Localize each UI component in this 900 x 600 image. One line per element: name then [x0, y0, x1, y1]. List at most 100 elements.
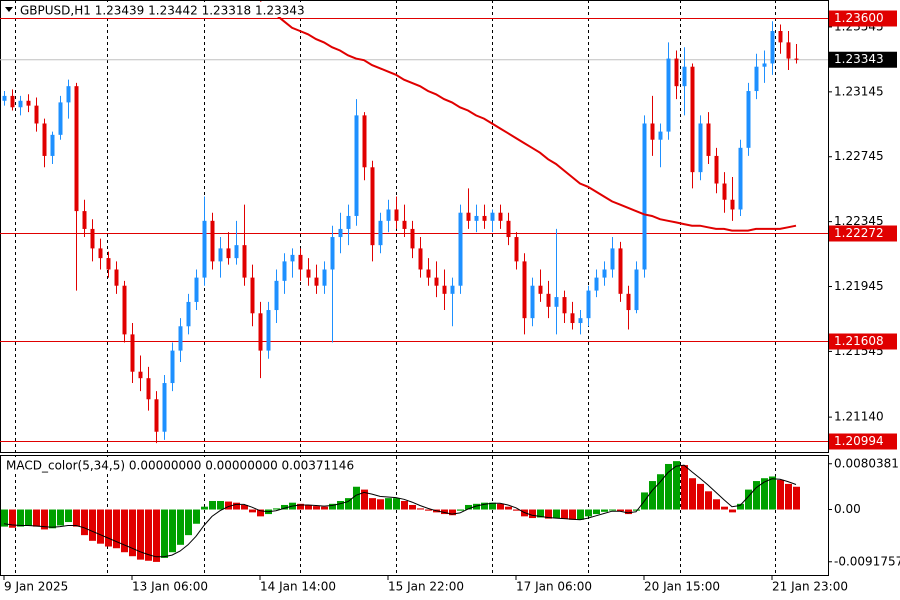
histogram-bar	[617, 509, 624, 512]
y-tick-label: 1.22745	[834, 149, 884, 163]
histogram-bar	[737, 503, 744, 510]
candle-body	[474, 215, 479, 221]
candle-body	[306, 269, 311, 278]
histogram-bar	[233, 502, 240, 510]
candle-body	[722, 183, 727, 200]
histogram-bar	[449, 509, 456, 516]
histogram-bar	[425, 509, 432, 511]
candle-body	[362, 115, 367, 168]
histogram-bar	[217, 500, 224, 510]
histogram-bar	[249, 509, 256, 513]
current-price-bg	[829, 51, 897, 68]
level-label: 1.22272	[834, 226, 884, 240]
histogram-bar	[225, 501, 232, 510]
candle-body	[458, 212, 463, 286]
candle-body	[434, 277, 439, 286]
candle-body	[386, 209, 391, 221]
candle-body	[546, 293, 551, 307]
candle-body	[2, 95, 7, 101]
histogram-bar	[529, 509, 536, 519]
histogram-bar	[353, 486, 360, 510]
histogram-bar	[145, 509, 152, 561]
candle-body	[74, 86, 79, 212]
histogram-bar	[649, 481, 656, 510]
candle-body	[586, 290, 591, 319]
candle-body	[706, 123, 711, 156]
histogram-bar	[177, 509, 184, 545]
level-label-bg	[829, 333, 897, 350]
candle-body	[234, 245, 239, 259]
histogram-bar	[89, 509, 96, 541]
macd-panel: 0.0080381 0.00 -0.0091757	[1, 456, 900, 568]
histogram-bar	[329, 503, 336, 510]
candle-body	[226, 248, 231, 259]
candle-body	[186, 301, 191, 327]
histogram-bar	[793, 486, 800, 510]
candle-body	[58, 102, 63, 135]
histogram-bar	[57, 509, 64, 526]
histogram-bar	[297, 503, 304, 510]
candle-body	[266, 310, 271, 351]
macd-title-bg	[3, 457, 373, 472]
histogram-bar	[193, 509, 200, 524]
histogram-bar	[481, 502, 488, 510]
candle-body	[154, 399, 159, 432]
histogram-bar	[713, 499, 720, 510]
candle-body	[90, 228, 95, 249]
x-tick-label: 20 Jan 15:00	[644, 580, 720, 594]
level-label: 1.20994	[834, 434, 884, 448]
histogram-bar	[665, 463, 672, 510]
candle-body	[370, 167, 375, 246]
histogram-bar	[633, 509, 640, 511]
main-panel-frame	[0, 0, 829, 453]
y-tick-label: 1.23145	[834, 84, 884, 98]
candle-body	[698, 123, 703, 173]
histogram-bar	[81, 509, 88, 536]
candle-body	[658, 131, 663, 140]
x-tick-label: 14 Jan 14:00	[260, 580, 336, 594]
candle-body	[578, 318, 583, 324]
candle-body	[146, 378, 151, 400]
histogram-bar	[281, 504, 288, 510]
candle-body	[202, 220, 207, 278]
candle-body	[482, 215, 487, 221]
histogram-bar	[553, 509, 560, 519]
macd-title: MACD_color(5,34,5) 0.00000000 0.00000000…	[6, 459, 354, 473]
histogram-bar	[313, 506, 320, 510]
histogram-bar	[41, 509, 48, 530]
histogram-bar	[49, 509, 56, 529]
candle-body	[554, 297, 559, 307]
candle-body	[682, 66, 687, 87]
histogram-bar	[537, 509, 544, 518]
level-label-bg	[829, 10, 897, 27]
main-panel: 1.235451.231451.227451.223451.219451.215…	[0, 0, 897, 575]
histogram-bar	[305, 504, 312, 510]
histogram-bar	[473, 503, 480, 510]
histogram-bar	[1, 509, 8, 527]
histogram-bar	[153, 509, 160, 562]
candle-body	[18, 100, 23, 108]
histogram-bar	[169, 509, 176, 553]
histogram-bar	[761, 478, 768, 510]
candle-body	[770, 31, 775, 64]
candle-body	[114, 269, 119, 286]
candle-body	[730, 199, 735, 210]
histogram-bar	[777, 479, 784, 510]
candle-body	[650, 123, 655, 140]
histogram-bar	[273, 508, 280, 510]
candle-body	[354, 115, 359, 216]
candle-body	[530, 285, 535, 319]
candle-body	[418, 248, 423, 270]
candle-body	[314, 277, 319, 286]
histogram-bar	[561, 509, 568, 519]
histogram-bar	[25, 509, 32, 526]
histogram-bar	[369, 498, 376, 510]
x-tick-label: 9 Jan 2025	[4, 580, 68, 594]
histogram-bar	[241, 504, 248, 510]
histogram-bar	[321, 506, 328, 510]
histogram-bar	[681, 465, 688, 510]
y-tick-label: 0.00	[834, 502, 861, 516]
histogram-bar	[457, 509, 464, 511]
current-price-label: 1.23343	[834, 52, 884, 66]
candle-body	[618, 248, 623, 294]
